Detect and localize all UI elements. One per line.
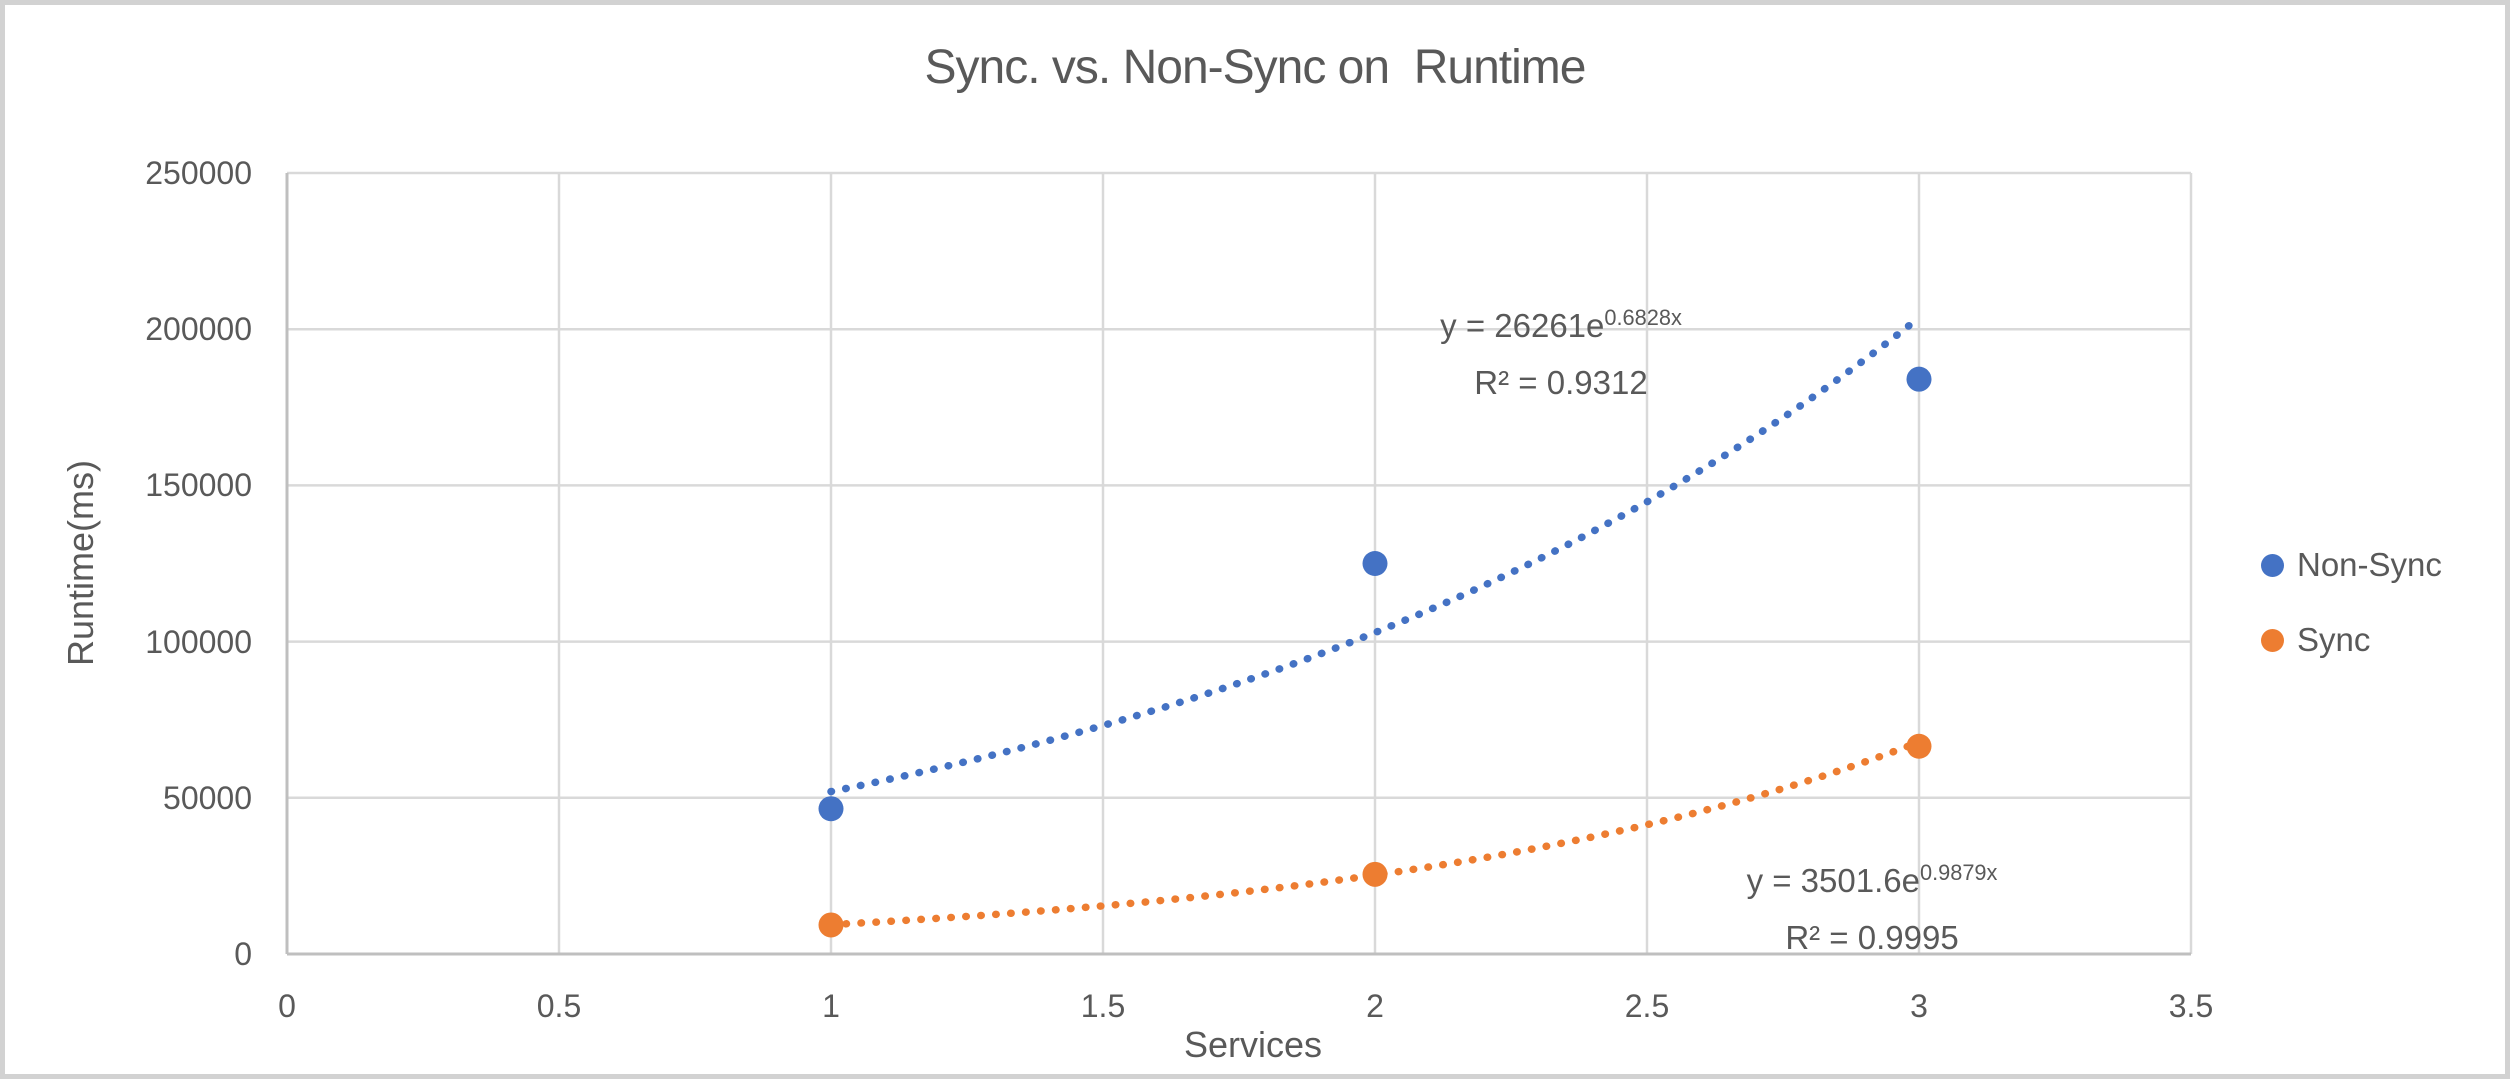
trendline-non-sync[interactable] xyxy=(827,313,1923,796)
chart-title[interactable]: Sync. vs. Non-Sync on Runtime xyxy=(924,41,1587,94)
data-point-sync[interactable] xyxy=(1906,733,1932,759)
x-tick-label: 1.5 xyxy=(1080,988,1126,1024)
plot-area[interactable] xyxy=(5,5,2510,1079)
y-axis-title: Runtime(ms) xyxy=(60,459,101,667)
legend-item-non-sync[interactable]: Non-Sync xyxy=(2261,543,2442,587)
equation-exponent: 0.6828x xyxy=(1604,305,1682,331)
x-tick-label: 3.5 xyxy=(2168,988,2214,1024)
equation-r2: R² = 0.9995 xyxy=(1785,919,1959,956)
legend-marker-non-sync-icon xyxy=(2261,553,2284,577)
trendline-equation-non-sync[interactable]: y = 26261e0.6828x R² = 0.9312 xyxy=(1440,299,1682,409)
x-tick-label: 2 xyxy=(1366,988,1384,1024)
legend-label: Non-Sync xyxy=(2297,546,2442,583)
legend-label: Sync xyxy=(2297,621,2371,658)
x-tick-label: 0 xyxy=(278,988,296,1024)
trendline-sync[interactable] xyxy=(827,738,1923,929)
x-tick-label: 3 xyxy=(1910,988,1928,1024)
trendline-equation-sync[interactable]: y = 3501.6e0.9879x R² = 0.9995 xyxy=(1747,854,1998,964)
equation-line1: y = 26261e0.6828x xyxy=(1440,305,1682,344)
x-tick-label: 1 xyxy=(822,988,840,1024)
data-point-sync[interactable] xyxy=(818,912,844,938)
data-point-non-sync[interactable] xyxy=(1906,366,1932,392)
data-point-non-sync[interactable] xyxy=(818,796,844,822)
y-tick-label: 200000 xyxy=(145,311,252,348)
y-tick-label: 150000 xyxy=(145,467,252,504)
equation-line1: y = 3501.6e0.9879x xyxy=(1746,860,1998,899)
y-tick-label: 0 xyxy=(234,936,252,972)
legend-item-sync[interactable]: Sync xyxy=(2261,618,2442,662)
x-tick-label: 0.5 xyxy=(536,988,582,1024)
data-point-sync[interactable] xyxy=(1362,861,1388,887)
equation-r2: R² = 0.9312 xyxy=(1474,364,1648,401)
y-tick-label: 250000 xyxy=(145,155,252,191)
data-point-non-sync[interactable] xyxy=(1362,551,1388,576)
x-tick-label: 2.5 xyxy=(1624,988,1670,1024)
equation-exponent: 0.9879x xyxy=(1919,860,1998,886)
legend-marker-sync-icon xyxy=(2261,628,2284,652)
y-tick-label: 50000 xyxy=(163,779,252,816)
y-tick-label: 100000 xyxy=(145,623,252,660)
x-axis-title: Services xyxy=(1183,1024,1323,1065)
legend: Non-Sync Sync xyxy=(2261,543,2442,693)
